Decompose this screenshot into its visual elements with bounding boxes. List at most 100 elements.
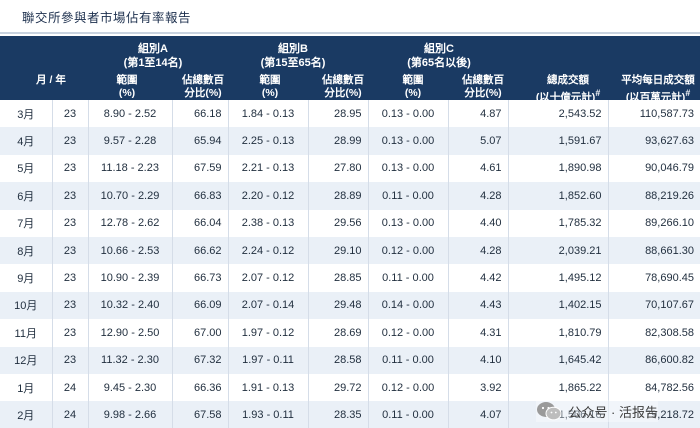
- cell-c-range: 0.13 - 0.00: [368, 100, 449, 128]
- table-row: 3月 23 8.90 - 2.52 66.18 1.84 - 0.13 28.95 0.13…: [0, 100, 700, 128]
- cell-c-range: 0.13 - 0.00: [368, 127, 449, 155]
- cell-turnover: 1,402.15: [508, 291, 609, 320]
- cell-month: 8月: [0, 236, 53, 265]
- cell-month: 12月: [0, 346, 53, 374]
- cell-year: 24: [52, 401, 89, 428]
- wechat-icon: [536, 401, 562, 421]
- cell-c-range: 0.13 - 0.00: [368, 154, 449, 183]
- watermark: 公众号 · 活报告: [536, 400, 658, 422]
- cell-b-share: 29.72: [308, 373, 369, 402]
- cell-b-share: 28.35: [308, 401, 369, 428]
- cell-turnover: 2,543.52: [508, 100, 609, 128]
- table-row: 5月 23 11.18 - 2.23 67.59 2.21 - 0.13 27.80 0.1…: [0, 154, 700, 183]
- cell-c-share: 4.61: [448, 154, 509, 183]
- cell-avg: 89,266.10: [608, 209, 700, 237]
- cell-c-share: 4.28: [448, 182, 509, 210]
- report-title: 聯交所參與者市場佔有率報告: [22, 11, 192, 25]
- cell-c-share: 4.28: [448, 236, 509, 265]
- cell-b-range: 2.24 - 0.12: [228, 236, 309, 265]
- cell-year: 23: [52, 319, 89, 347]
- cell-avg: 88,661.30: [608, 236, 700, 265]
- cell-a-share: 67.00: [172, 319, 229, 347]
- cell-a-range: 9.98 - 2.66: [88, 401, 173, 428]
- a-share-header: 佔總數百 分比(%): [182, 74, 224, 99]
- cell-c-share: 4.40: [448, 209, 509, 237]
- table-row: 1月 24 9.45 - 2.30 66.36 1.91 - 0.13 29.72 0.12…: [0, 373, 700, 402]
- cell-a-share: 67.32: [172, 346, 229, 374]
- c-share-header: 佔總數百 分比(%): [462, 74, 504, 99]
- cell-b-share: 29.56: [308, 209, 369, 237]
- cell-a-range: 10.90 - 2.39: [88, 264, 173, 292]
- cell-a-share: 67.58: [172, 401, 229, 428]
- cell-month: 5月: [0, 154, 53, 183]
- cell-avg: 82,308.58: [608, 319, 700, 347]
- cell-c-range: 0.14 - 0.00: [368, 291, 449, 320]
- market-share-table: 3月 23 8.90 - 2.52 66.18 1.84 - 0.13 28.95 0.13…: [0, 100, 700, 428]
- cell-c-range: 0.12 - 0.00: [368, 373, 449, 402]
- group-b-header: 組別B (第15至65名): [232, 42, 354, 70]
- cell-month: 10月: [0, 291, 53, 320]
- cell-turnover: 2,039.21: [508, 236, 609, 265]
- cell-b-range: 2.21 - 0.13: [228, 154, 309, 183]
- table-row: 7月 23 12.78 - 2.62 66.04 2.38 - 0.13 29.56 0.1…: [0, 209, 700, 237]
- cell-year: 23: [52, 346, 89, 374]
- cell-b-range: 1.97 - 0.11: [228, 346, 309, 374]
- cell-turnover: 1,810.79: [508, 319, 609, 347]
- cell-year: 23: [52, 236, 89, 265]
- cell-b-share: 27.80: [308, 154, 369, 183]
- cell-b-share: 29.48: [308, 291, 369, 320]
- table-row: 4月 23 9.57 - 2.28 65.94 2.25 - 0.13 28.99 0.13…: [0, 127, 700, 155]
- cell-b-share: 28.58: [308, 346, 369, 374]
- cell-a-range: 10.66 - 2.53: [88, 236, 173, 265]
- cell-turnover: 1,890.98: [508, 154, 609, 183]
- cell-c-share: 4.07: [448, 401, 509, 428]
- cell-b-range: 2.25 - 0.13: [228, 127, 309, 155]
- cell-b-share: 28.85: [308, 264, 369, 292]
- report-title-bar: 聯交所參與者市場佔有率報告: [0, 0, 700, 34]
- cell-a-share: 65.94: [172, 127, 229, 155]
- cell-a-range: 12.90 - 2.50: [88, 319, 173, 347]
- table-row: 2月 24 9.98 - 2.66 67.58 1.93 - 0.11 28.35 0.11…: [0, 401, 700, 428]
- cell-a-share: 66.83: [172, 182, 229, 210]
- cell-turnover: 1,506.16: [508, 401, 609, 428]
- table-row: 12月 23 11.32 - 2.30 67.32 1.97 - 0.11 28.58 0.…: [0, 346, 700, 374]
- cell-c-share: 4.43: [448, 291, 509, 320]
- cell-a-share: 66.73: [172, 264, 229, 292]
- cell-avg: 70,107.67: [608, 291, 700, 320]
- cell-month: 4月: [0, 127, 53, 155]
- cell-avg: 110,587.73: [608, 100, 700, 128]
- group-c-header: 組別C (第65名以後): [376, 42, 502, 70]
- cell-year: 23: [52, 182, 89, 210]
- cell-b-range: 2.07 - 0.12: [228, 264, 309, 292]
- table-header: 組別A (第1至14名) 組別B (第15至65名) 組別C (第65名以後) …: [0, 36, 700, 104]
- cell-b-range: 1.91 - 0.13: [228, 373, 309, 402]
- cell-year: 23: [52, 127, 89, 155]
- cell-avg: 78,690.45: [608, 264, 700, 292]
- cell-month: 3月: [0, 100, 53, 128]
- c-range-header: 範圍 (%): [402, 74, 424, 99]
- cell-a-range: 9.57 - 2.28: [88, 127, 173, 155]
- b-share-header: 佔總數百 分比(%): [322, 74, 364, 99]
- a-range-header: 範圍 (%): [116, 74, 138, 99]
- cell-b-range: 1.93 - 0.11: [228, 401, 309, 428]
- cell-a-range: 11.32 - 2.30: [88, 346, 173, 374]
- cell-turnover: 1,852.60: [508, 182, 609, 210]
- cell-b-share: 28.95: [308, 100, 369, 128]
- cell-c-range: 0.11 - 0.00: [368, 264, 449, 292]
- cell-c-range: 0.12 - 0.00: [368, 236, 449, 265]
- cell-turnover: 1,865.22: [508, 373, 609, 402]
- cell-b-share: 28.89: [308, 182, 369, 210]
- cell-b-share: 29.10: [308, 236, 369, 265]
- group-a-header: 組別A (第1至14名): [92, 42, 214, 70]
- cell-a-share: 66.18: [172, 100, 229, 128]
- cell-turnover: 1,591.67: [508, 127, 609, 155]
- table-row: 6月 23 10.70 - 2.29 66.83 2.20 - 0.12 28.89 0.1…: [0, 182, 700, 210]
- cell-a-range: 11.18 - 2.23: [88, 154, 173, 183]
- cell-turnover: 1,495.12: [508, 264, 609, 292]
- b-range-header: 範圍 (%): [259, 74, 281, 99]
- cell-turnover: 1,785.32: [508, 209, 609, 237]
- cell-year: 23: [52, 209, 89, 237]
- group-a-name: 組別A: [138, 43, 168, 55]
- cell-a-range: 9.45 - 2.30: [88, 373, 173, 402]
- watermark-text: 公众号 · 活报告: [568, 404, 658, 420]
